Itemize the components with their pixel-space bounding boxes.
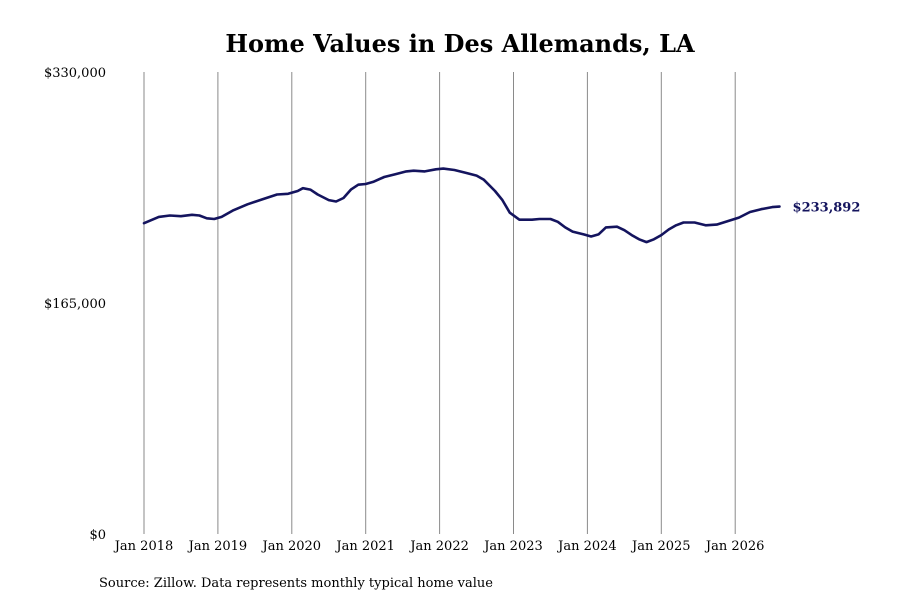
x-tick-label-6: Jan 2024 (556, 539, 617, 554)
x-tick-label-8: Jan 2026 (704, 539, 765, 554)
y-axis-ticks: $330,000 $165,000 $0 (44, 66, 106, 543)
series-line-0 (142, 167, 781, 244)
end-value-label: $233,892 (793, 201, 861, 216)
x-axis-ticks: Jan 2018 Jan 2019 Jan 2020 Jan 2021 Jan 2022… (113, 539, 765, 554)
x-tick-label-1: Jan 2019 (187, 539, 248, 554)
x-tick-label-4: Jan 2022 (408, 539, 469, 554)
vertical-gridlines (143, 72, 736, 534)
x-tick-label-7: Jan 2025 (630, 539, 691, 554)
x-tick-label-5: Jan 2023 (482, 539, 543, 554)
source-note: Source: Zillow. Data represents monthly … (99, 576, 493, 591)
series-layer: $233,892 (142, 167, 861, 244)
chart-title: Home Values in Des Allemands, LA (225, 29, 695, 58)
y-tick-label-1: $165,000 (44, 297, 106, 312)
x-tick-label-0: Jan 2018 (113, 539, 174, 554)
x-tick-label-2: Jan 2020 (261, 539, 322, 554)
x-tick-label-3: Jan 2021 (334, 539, 395, 554)
y-tick-label-0: $330,000 (44, 66, 106, 81)
y-tick-label-2: $0 (89, 528, 106, 543)
